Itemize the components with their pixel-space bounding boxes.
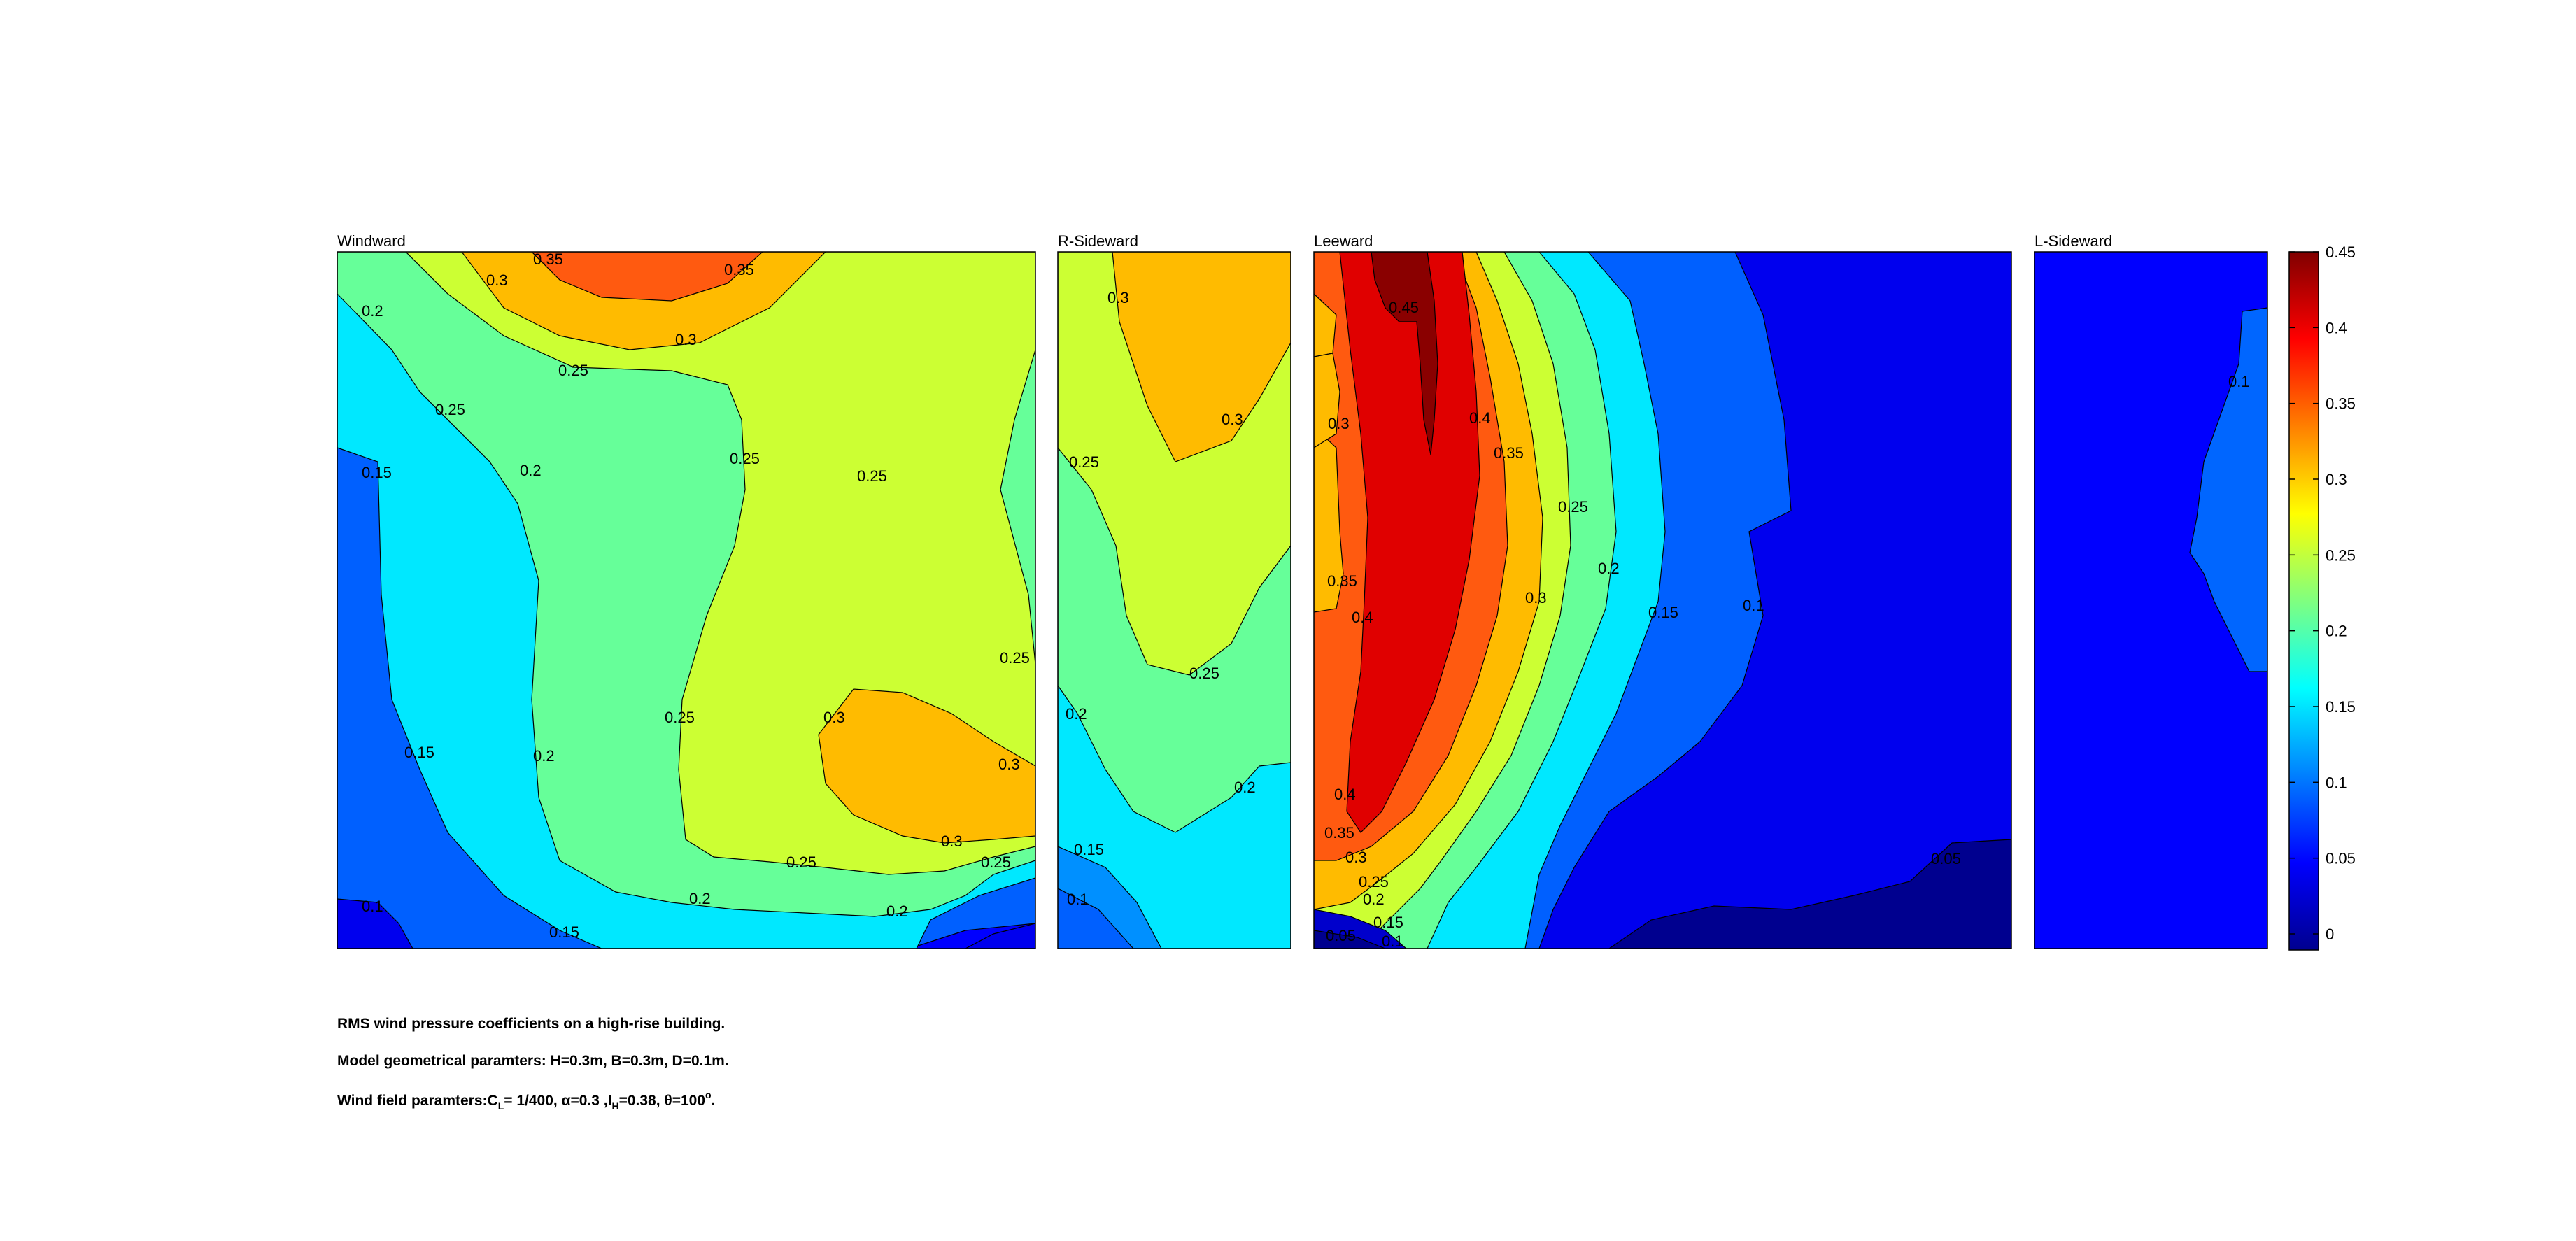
- windward-fill-0.4: [531, 252, 763, 302]
- contour-label: 0.05: [1326, 927, 1356, 944]
- caption-line-2: Model geometrical paramters: H=0.3m, B=0…: [337, 1053, 729, 1069]
- contour-label: 0.25: [1189, 665, 1219, 682]
- contour-label: 0.25: [981, 853, 1011, 871]
- windward-contour-labels: 0.35 0.35 0.3 0.3 0.25 0.2 0.25 0.15 0.2 0.25 0.25…: [362, 250, 1030, 941]
- contour-label: 0.25: [730, 450, 760, 467]
- contour-label: 0.25: [435, 401, 465, 418]
- colorbar-tick-label: 0.2: [2326, 623, 2347, 640]
- contour-label: 0.3: [998, 756, 1020, 773]
- leeward-fill-0.45: [1371, 252, 1438, 455]
- colorbar-tick-label: 0.25: [2326, 546, 2356, 564]
- contour-label: 0.15: [1074, 841, 1104, 858]
- contour-label: 0.3: [1107, 289, 1129, 306]
- windward-fill-0.35b: [818, 688, 1035, 844]
- contour-label: 0.2: [689, 890, 711, 907]
- contour-label: 0.25: [558, 362, 588, 379]
- panel-leeward: [1314, 252, 2011, 949]
- colorbar-tick-label: 0.45: [2326, 243, 2356, 261]
- contour-label: 0.1: [362, 898, 383, 915]
- contour-label: 0.15: [1373, 914, 1403, 931]
- colorbar-tick-label: 0.4: [2326, 319, 2347, 336]
- colorbar-ticks: 0.45 0.4 0.35 0.3 0.25 0.2 0.15 0.1 0.05 0: [2289, 243, 2356, 943]
- contour-label: 0.45: [1389, 299, 1419, 316]
- panel-windward: [337, 252, 1035, 949]
- contour-label: 0.15: [1648, 604, 1678, 621]
- contour-label: 0.35: [1327, 572, 1357, 590]
- rside-fill-0.35: [1112, 252, 1291, 462]
- contour-label: 0.3: [941, 832, 963, 850]
- colorbar-tick-label: 0.1: [2326, 774, 2347, 791]
- contour-label: 0.2: [533, 747, 555, 765]
- leeward-fill-low-corner2: [1314, 930, 1386, 949]
- contour-label: 0.35: [1494, 444, 1524, 462]
- contour-label: 0.2: [362, 302, 383, 320]
- contour-label: 0.2: [520, 462, 542, 479]
- contour-label: 0.4: [1334, 786, 1356, 803]
- colorbar-tick-label: 0.15: [2326, 698, 2356, 716]
- contour-label: 0.1: [2228, 373, 2250, 390]
- contour-label: 0.35: [533, 250, 563, 268]
- contour-label: 0.3: [675, 331, 697, 348]
- contour-label: 0.3: [486, 271, 508, 289]
- panel-title-windward: Windward: [337, 232, 406, 250]
- contour-label: 0.25: [857, 467, 887, 485]
- contour-label: 0.05: [1931, 850, 1961, 867]
- contour-label: 0.4: [1469, 409, 1491, 427]
- leeward-contour-labels: 0.450.3 0.40.350.350.40.250.30.20.15 0.10.…: [1324, 299, 1961, 950]
- contour-label: 0.3: [1222, 411, 1243, 428]
- colorbar-tick-label: 0.3: [2326, 471, 2347, 488]
- colorbar-tick-label: 0.05: [2326, 850, 2356, 867]
- colorbar: [2288, 251, 2319, 951]
- windward-fill-low-right: [965, 923, 1035, 949]
- caption-line-1: RMS wind pressure coefficients on a high…: [337, 1016, 726, 1032]
- contour-label: 0.25: [1558, 498, 1588, 516]
- contour-label: 0.25: [665, 709, 695, 726]
- lside-frame: [2034, 251, 2268, 949]
- contour-label: 0.3: [823, 709, 845, 726]
- contour-label: 0.3: [1345, 849, 1367, 866]
- leeward-fill-0.0: [1608, 839, 2011, 949]
- contour-label: 0.3: [1328, 415, 1350, 432]
- contour-label: 0.15: [549, 923, 579, 941]
- contour-label: 0.35: [1324, 824, 1354, 842]
- contour-label: 0.2: [886, 902, 908, 920]
- contour-label: 0.2: [1363, 891, 1385, 908]
- leeward-fill-0.4: [1339, 252, 1480, 833]
- caption-line-3: Wind field paramters:CL= 1/400, α=0.3 ,I…: [337, 1089, 716, 1112]
- contour-label: 0.15: [404, 744, 434, 761]
- contour-label: 0.35: [724, 261, 754, 278]
- windward-frame: [337, 251, 1036, 949]
- contour-label: 0.25: [1000, 649, 1030, 667]
- contour-label: 0.3: [1525, 589, 1547, 607]
- contour-label: 0.25: [1069, 453, 1099, 471]
- panel-title-leeward: Leeward: [1314, 232, 1373, 250]
- contour-label: 0.2: [1234, 779, 1256, 796]
- panel-l-sideward: [2034, 252, 2267, 949]
- colorbar-tick-label: 0.35: [2326, 395, 2356, 413]
- rside-frame: [1057, 251, 1291, 949]
- contour-label: 0.1: [1067, 891, 1089, 908]
- contour-label: 0.15: [362, 464, 392, 481]
- contour-label: 0.2: [1066, 705, 1087, 723]
- contour-label: 0.4: [1352, 609, 1373, 626]
- lside-fill-0.1: [2189, 307, 2267, 672]
- contour-label: 0.1: [1743, 597, 1764, 614]
- panel-title-l-sideward: L-Sideward: [2034, 232, 2112, 250]
- contour-label: 0.2: [1598, 560, 1620, 577]
- contour-label: 0.1: [1382, 932, 1403, 950]
- panel-r-sideward: [1058, 252, 1291, 949]
- colorbar-tick-label: 0: [2326, 926, 2334, 943]
- lside-contour-labels: 0.1: [2228, 373, 2250, 390]
- panel-title-r-sideward: R-Sideward: [1058, 232, 1138, 250]
- contour-label: 0.25: [786, 853, 816, 871]
- leeward-fill-0.3-pocket: [1314, 353, 1340, 448]
- windward-fill-low-corner: [337, 898, 413, 949]
- leeward-frame: [1313, 251, 2012, 949]
- contour-label: 0.25: [1359, 873, 1389, 891]
- rside-contour-labels: 0.3 0.3 0.25 0.25 0.2 0.2 0.15 0.1: [1066, 289, 1256, 908]
